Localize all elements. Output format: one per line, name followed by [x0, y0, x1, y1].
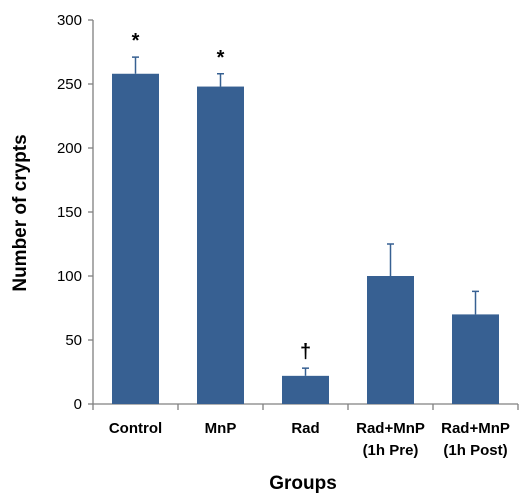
bar [367, 276, 414, 404]
x-tick-label: Control [109, 420, 162, 437]
x-tick-label: MnP [205, 420, 237, 437]
y-tick-label: 150 [57, 204, 82, 221]
significance-marker: * [132, 30, 140, 52]
x-tick-label: Rad [291, 420, 319, 437]
significance-marker: † [300, 341, 311, 363]
y-tick-label: 200 [57, 140, 82, 157]
bar [197, 86, 244, 404]
bar [452, 314, 499, 404]
y-axis-title: Number of crypts [10, 134, 31, 291]
y-tick-label: 100 [57, 268, 82, 285]
bar [282, 375, 329, 404]
error-bars [132, 56, 479, 376]
significance-marker: * [217, 47, 225, 69]
x-tick-label: Rad+MnP (1h Post) [441, 420, 510, 459]
x-tick-label: Rad+MnP (1h Pre) [356, 420, 425, 459]
bars [112, 73, 499, 404]
bar [112, 73, 159, 404]
y-tick-label: 0 [74, 396, 82, 413]
x-axis: Control MnP Rad Rad+MnP (1h Pre) Rad+MnP (1h P… [92, 403, 519, 459]
y-tick-label: 250 [57, 76, 82, 93]
y-tick-label: 300 [57, 12, 82, 29]
x-axis-title: Groups [269, 473, 337, 494]
y-tick-label: 50 [65, 332, 82, 349]
significance-markers: * * † [132, 30, 311, 363]
y-axis: 0 50 100 150 200 250 300 [57, 12, 94, 413]
